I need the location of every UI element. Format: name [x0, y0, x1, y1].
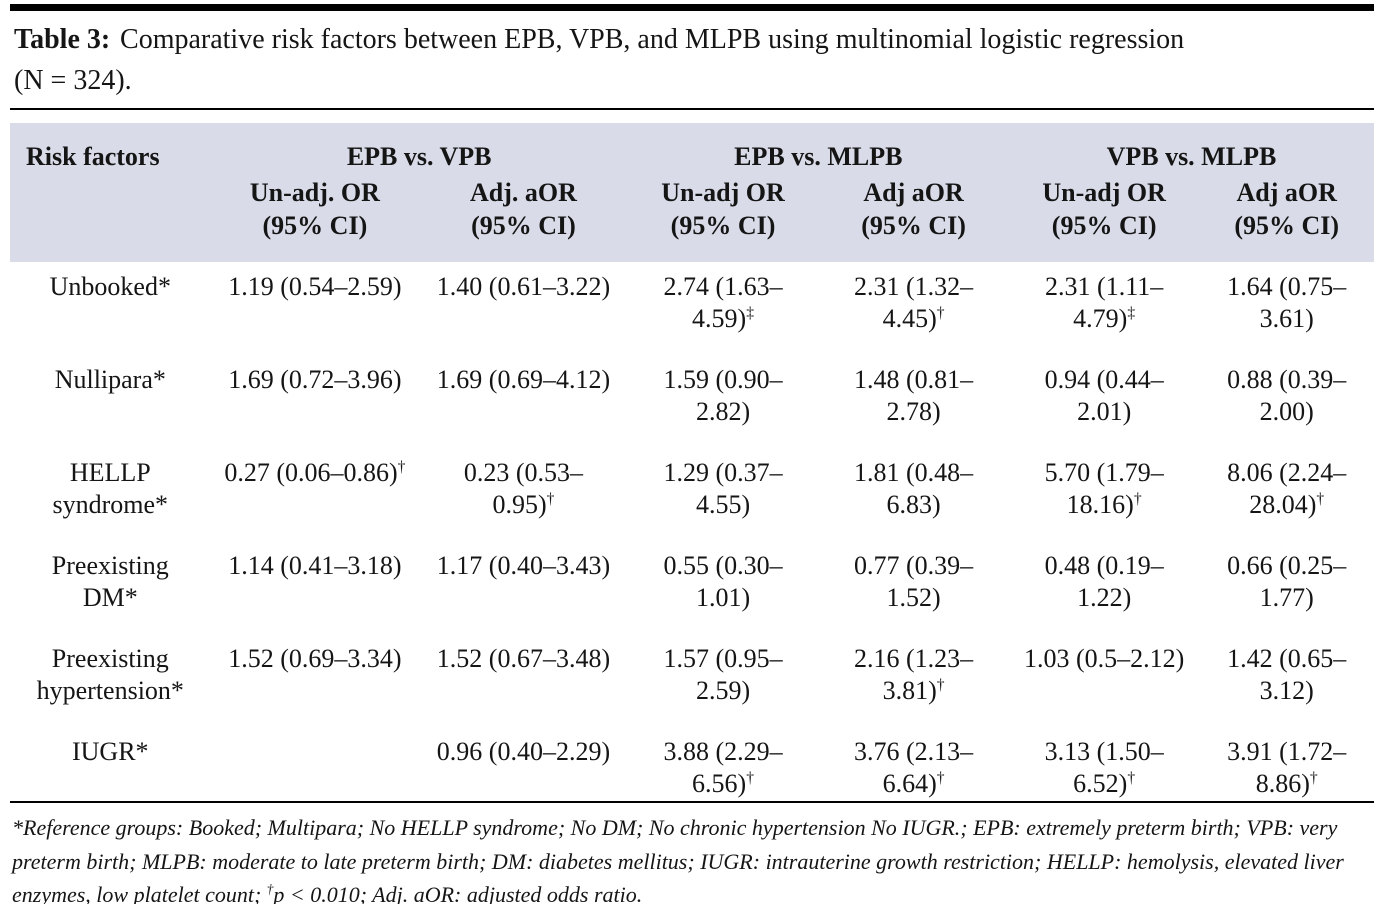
subheader-epb-mlpb-unadj-or: Un-adj OR (95% CI): [627, 173, 819, 263]
or-value-cell: 1.64 (0.75– 3.61): [1227, 272, 1347, 334]
or-value-cell: 1.59 (0.90– 2.82): [663, 365, 783, 427]
or-value-cell: 3.88 (2.29– 6.56)†: [663, 737, 783, 799]
table-footnote: *Reference groups: Booked; Multipara; No…: [12, 815, 1344, 904]
group-header-vpb-vs-mlpb: VPB vs. MLPB: [1008, 123, 1374, 174]
table-row-preexisting-hypertension: Preexisting hypertension* 1.52 (0.69–3.3…: [10, 634, 1374, 727]
or-value-cell: 1.14 (0.41–3.18): [228, 551, 402, 581]
or-value-cell: 1.17 (0.40–3.43): [436, 551, 611, 581]
row-label: Nullipara*: [54, 365, 166, 395]
or-value-cell: 0.77 (0.39– 1.52): [854, 551, 974, 613]
or-value-cell: 0.48 (0.19– 1.22): [1044, 551, 1164, 613]
or-value-cell: 1.52 (0.69–3.34): [228, 644, 402, 674]
or-value-cell: [211, 727, 420, 801]
or-value-cell: 2.31 (1.11– 4.79)‡: [1045, 272, 1164, 334]
table-row-hellp-syndrome: HELLP syndrome* 0.27 (0.06–0.86)† 0.23 (…: [10, 448, 1374, 541]
or-value-cell: 0.94 (0.44– 2.01): [1044, 365, 1164, 427]
row-label: HELLP syndrome*: [52, 458, 169, 520]
or-value-cell: 1.03 (0.5–2.12): [1023, 644, 1185, 674]
or-value-cell: 1.52 (0.67–3.48): [436, 644, 611, 674]
group-header-epb-vs-vpb: EPB vs. VPB: [210, 123, 628, 174]
sub-header-row: Un-adj. OR (95% CI) Adj. aOR (95% CI) Un…: [10, 173, 1374, 263]
row-label: Unbooked*: [49, 272, 171, 302]
or-value-cell: 0.66 (0.25– 1.77): [1227, 551, 1347, 613]
or-value-cell: 1.48 (0.81– 2.78): [854, 365, 974, 427]
or-value-cell: 0.23 (0.53– 0.95)†: [463, 458, 584, 520]
or-value-cell: 1.42 (0.65– 3.12): [1227, 644, 1347, 706]
or-value-cell: 0.55 (0.30– 1.01): [663, 551, 783, 613]
or-value-cell: 1.19 (0.54–2.59): [228, 272, 402, 302]
or-value-cell: 8.06 (2.24– 28.04)†: [1227, 458, 1347, 520]
row-label: Preexisting hypertension*: [36, 644, 184, 706]
caption-divider-rule: [10, 108, 1374, 111]
table-row-unbooked: Unbooked* 1.19 (0.54–2.59) 1.40 (0.61–3.…: [10, 262, 1374, 355]
table-caption: Table 3: Comparative risk factors between…: [10, 11, 1374, 108]
table-row-preexisting-dm: Preexisting DM* 1.14 (0.41–3.18) 1.17 (0…: [10, 541, 1374, 634]
or-value-cell: 0.96 (0.40–2.29): [436, 737, 611, 767]
or-value-cell: 2.31 (1.32– 4.45)†: [854, 272, 974, 334]
risk-factors-table: Risk factors EPB vs. VPB EPB vs. MLPB VP…: [10, 123, 1374, 801]
subheader-vpb-mlpb-unadj-or: Un-adj OR (95% CI): [1008, 173, 1200, 263]
or-value-cell: 3.13 (1.50– 6.52)†: [1044, 737, 1164, 799]
subheader-epb-mlpb-adj-aor: Adj aOR (95% CI): [818, 173, 1009, 263]
table-body: Unbooked* 1.19 (0.54–2.59) 1.40 (0.61–3.…: [10, 262, 1374, 801]
column-header-risk-factors: Risk factors: [10, 123, 211, 263]
row-label: Preexisting DM*: [51, 551, 169, 613]
or-value-cell: 0.88 (0.39– 2.00): [1227, 365, 1347, 427]
group-header-epb-vs-mlpb: EPB vs. MLPB: [627, 123, 1009, 174]
or-value-cell: 1.69 (0.72–3.96): [228, 365, 402, 395]
row-label: IUGR*: [72, 737, 149, 767]
table-row-iugr: IUGR* 0.96 (0.40–2.29) 3.88 (2.29– 6.56)…: [10, 727, 1374, 801]
or-value-cell: 3.91 (1.72– 8.86)†: [1227, 737, 1347, 799]
footnote-divider-rule: [10, 801, 1374, 804]
top-rule: [10, 4, 1374, 11]
table-container: Risk factors EPB vs. VPB EPB vs. MLPB VP…: [10, 123, 1374, 801]
table-caption-label: Table 3:: [14, 24, 111, 55]
table-header: Risk factors EPB vs. VPB EPB vs. MLPB VP…: [10, 123, 1374, 263]
or-value-cell: 1.69 (0.69–4.12): [436, 365, 611, 395]
or-value-cell: 5.70 (1.79– 18.16)†: [1044, 458, 1164, 520]
subheader-epb-vpb-adj-aor: Adj. aOR (95% CI): [419, 173, 628, 263]
or-value-cell: 0.27 (0.06–0.86)†: [224, 458, 406, 488]
subheader-epb-vpb-unadj-or: Un-adj. OR (95% CI): [210, 173, 420, 263]
subheader-vpb-mlpb-adj-aor: Adj aOR (95% CI): [1199, 173, 1374, 263]
or-value-cell: 1.57 (0.95– 2.59): [663, 644, 783, 706]
or-value-cell: 1.29 (0.37– 4.55): [663, 458, 783, 520]
or-value-cell: 2.16 (1.23– 3.81)†: [854, 644, 974, 706]
or-value-cell: 1.40 (0.61–3.22): [436, 272, 611, 302]
or-value-cell: 3.76 (2.13– 6.64)†: [854, 737, 974, 799]
table-caption-text: Comparative risk factors between EPB, VP…: [14, 24, 1185, 96]
table-row-nullipara: Nullipara* 1.69 (0.72–3.96) 1.69 (0.69–4…: [10, 355, 1374, 448]
or-value-cell: 1.81 (0.48– 6.83): [854, 458, 974, 520]
group-header-row: Risk factors EPB vs. VPB EPB vs. MLPB VP…: [10, 123, 1374, 263]
paper-page: Table 3: Comparative risk factors between…: [0, 4, 1384, 904]
or-value-cell: 2.74 (1.63– 4.59)‡: [663, 272, 783, 334]
